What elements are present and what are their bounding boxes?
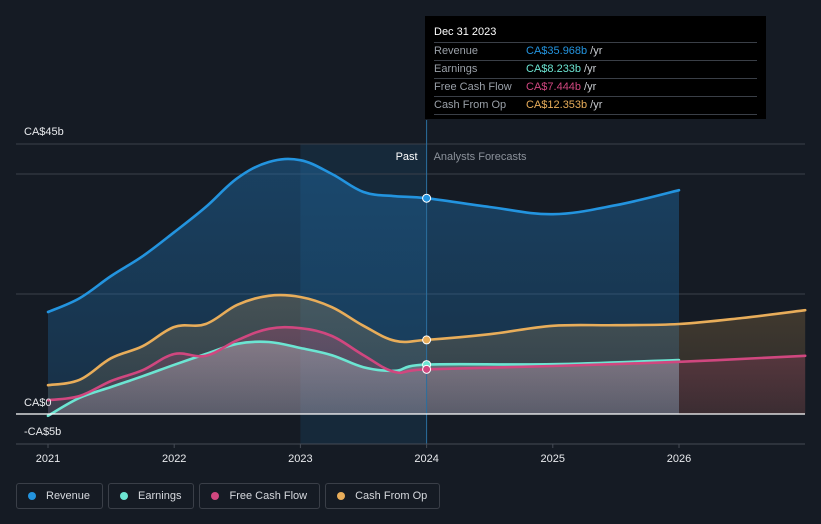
tooltip-unit: /yr xyxy=(590,45,603,57)
legend-label: Earnings xyxy=(138,490,182,502)
tooltip-unit: /yr xyxy=(584,63,597,75)
line-revenue xyxy=(46,157,681,314)
legend-dot-icon xyxy=(211,492,220,500)
legend-item-revenue[interactable]: Revenue xyxy=(16,483,104,509)
chart-legend: Revenue Earnings Free Cash Flow Cash Fro… xyxy=(16,483,441,509)
tooltip-label: Revenue xyxy=(434,45,479,57)
x-axis: 2021 2022 2023 2024 2025 2026 xyxy=(16,443,805,465)
y-axis: CA$45b CA$0 -CA$5b xyxy=(24,126,64,438)
legend-dot-icon xyxy=(28,492,36,500)
legend-label: Free Cash Flow xyxy=(229,490,308,502)
data-tooltip: Dec 31 2023 Revenue CA$35.968b /yr Earni… xyxy=(425,16,766,119)
tooltip-row-earnings: Earnings CA$8.233b /yr xyxy=(434,61,757,79)
x-tick-label: 2025 xyxy=(541,453,565,465)
past-region-label: Past xyxy=(396,151,418,163)
x-tick-label: 2026 xyxy=(667,453,691,465)
line-free-cash-flow xyxy=(46,325,807,402)
line-cash-from-op xyxy=(46,293,807,387)
x-tick-label: 2023 xyxy=(288,453,312,465)
tooltip-label: Cash From Op xyxy=(434,99,507,111)
x-tick-label: 2022 xyxy=(162,453,186,465)
tooltip-row-revenue: Revenue CA$35.968b /yr xyxy=(434,43,757,61)
series-markers[interactable] xyxy=(422,193,432,374)
line-earnings xyxy=(46,340,681,418)
tooltip-date: Dec 31 2023 xyxy=(434,24,757,43)
tooltip-value: CA$12.353b xyxy=(526,99,588,111)
tooltip-value: CA$7.444b xyxy=(526,81,582,93)
legend-label: Cash From Op xyxy=(355,490,428,502)
y-tick-label: CA$0 xyxy=(24,397,52,409)
series-lines xyxy=(46,157,807,418)
legend-dot-icon xyxy=(337,492,346,500)
marker-revenue[interactable] xyxy=(422,193,432,203)
tooltip-label: Free Cash Flow xyxy=(434,81,512,93)
tooltip-unit: /yr xyxy=(584,81,597,93)
marker-cash-from-op[interactable] xyxy=(422,335,432,345)
y-tick-label: CA$45b xyxy=(24,126,64,138)
legend-item-earnings[interactable]: Earnings xyxy=(108,483,195,509)
marker-free-cash-flow[interactable] xyxy=(422,364,432,374)
legend-dot-icon xyxy=(120,492,129,500)
x-tick-label: 2024 xyxy=(414,453,438,465)
tooltip-label: Earnings xyxy=(434,63,478,75)
tooltip-value: CA$8.233b xyxy=(526,63,582,75)
tooltip-row-cash-from-op: Cash From Op CA$12.353b /yr xyxy=(434,97,757,115)
legend-label: Revenue xyxy=(46,490,91,502)
tooltip-value: CA$35.968b xyxy=(526,45,588,57)
forecast-region-label: Analysts Forecasts xyxy=(434,151,527,163)
y-tick-label: -CA$5b xyxy=(24,426,61,438)
area-earnings xyxy=(48,341,679,416)
tooltip-unit: /yr xyxy=(590,99,603,111)
tooltip-row-free-cash-flow: Free Cash Flow CA$7.444b /yr xyxy=(434,79,757,97)
x-tick-label: 2021 xyxy=(36,453,60,465)
legend-item-cash-from-op[interactable]: Cash From Op xyxy=(325,483,441,509)
legend-item-free-cash-flow[interactable]: Free Cash Flow xyxy=(199,483,321,509)
